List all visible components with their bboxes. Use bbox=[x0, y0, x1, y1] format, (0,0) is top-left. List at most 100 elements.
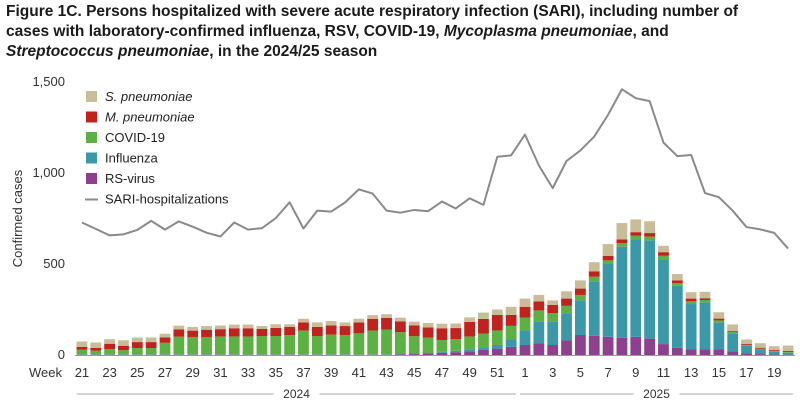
bar-m-pneumoniae-wk34-13 bbox=[256, 328, 268, 337]
bar-m-pneumoniae-wk42-21 bbox=[367, 318, 379, 331]
bar-s-pneumoniae-wk48-27 bbox=[450, 323, 462, 329]
bar-covid-19-wk28-7 bbox=[173, 336, 185, 355]
bar-m-pneumoniae-wk10-41 bbox=[644, 233, 656, 237]
bar-m-pneumoniae-wk45-24 bbox=[408, 325, 420, 337]
title-line-1: Figure 1C. Persons hospitalized with sev… bbox=[6, 3, 739, 20]
bar-covid-19-wk36-15 bbox=[284, 335, 296, 355]
bar-covid-19-wk41-20 bbox=[353, 333, 365, 355]
y-tick-label: 500 bbox=[43, 256, 65, 271]
bar-covid-19-wk26-5 bbox=[145, 348, 157, 355]
bar-m-pneumoniae-wk15-46 bbox=[713, 318, 725, 321]
bar-rs-virus-wk8-39 bbox=[616, 337, 628, 355]
bar-s-pneumoniae-wk12-43 bbox=[671, 274, 683, 281]
x-tick-label: 27 bbox=[158, 365, 172, 380]
bar-covid-19-wk3-34 bbox=[547, 313, 559, 322]
bar-s-pneumoniae-wk23-2 bbox=[104, 339, 116, 344]
bar-s-pneumoniae-wk27-6 bbox=[159, 333, 171, 338]
y-tick-label: 1,000 bbox=[32, 165, 65, 180]
x-tick-label: 39 bbox=[324, 365, 338, 380]
bar-influenza-wk46-25 bbox=[422, 353, 434, 354]
bar-rs-virus-wk12-43 bbox=[671, 347, 683, 355]
x-tick-label: 15 bbox=[712, 365, 726, 380]
bar-rs-virus-wk13-44 bbox=[685, 349, 697, 355]
bar-influenza-wk14-45 bbox=[699, 302, 711, 350]
bar-rs-virus-wk51-30 bbox=[491, 348, 503, 355]
bar-rs-virus-wk17-48 bbox=[741, 353, 752, 355]
bar-influenza-wk50-29 bbox=[478, 347, 489, 350]
bar-m-pneumoniae-wk31-10 bbox=[214, 329, 226, 337]
bar-covid-19-wk35-14 bbox=[270, 336, 282, 355]
bar-covid-19-wk49-28 bbox=[464, 336, 476, 350]
bar-s-pneumoniae-wk49-28 bbox=[464, 317, 476, 322]
bar-rs-virus-wk5-36 bbox=[574, 334, 586, 355]
bar-m-pneumoniae-wk11-42 bbox=[658, 252, 669, 256]
bar-rs-virus-wk46-25 bbox=[422, 353, 434, 355]
bar-m-pneumoniae-wk32-11 bbox=[228, 328, 240, 337]
bar-rs-virus-wk16-47 bbox=[727, 351, 739, 355]
x-tick-label: 5 bbox=[577, 365, 584, 380]
bar-influenza-wk13-44 bbox=[685, 304, 697, 350]
bar-m-pneumoniae-wk41-20 bbox=[353, 322, 365, 334]
bar-rs-virus-wk4-35 bbox=[561, 340, 572, 355]
x-tick-label: 35 bbox=[269, 365, 283, 380]
legend-label-sari-hospitalizations: SARI-hospitalizations bbox=[105, 192, 229, 207]
bar-s-pneumoniae-wk2-33 bbox=[533, 294, 545, 302]
bar-s-pneumoniae-wk7-38 bbox=[602, 243, 614, 256]
bar-s-pneumoniae-wk30-9 bbox=[201, 326, 212, 330]
bar-s-pneumoniae-wk38-17 bbox=[311, 322, 323, 327]
bar-s-pneumoniae-wk37-16 bbox=[298, 318, 309, 323]
title-line-3a: Streptococcus pneumoniae bbox=[6, 43, 210, 60]
bar-covid-19-wk22-1 bbox=[90, 350, 102, 355]
title-line-2b: Mycoplasma pneumoniae bbox=[443, 23, 633, 40]
x-tick-label: 7 bbox=[604, 365, 611, 380]
bar-rs-virus-wk2-33 bbox=[533, 343, 545, 355]
bar-covid-19-wk42-21 bbox=[367, 330, 379, 355]
x-tick-label: 23 bbox=[102, 365, 116, 380]
bar-m-pneumoniae-wk29-8 bbox=[187, 330, 199, 337]
bar-m-pneumoniae-wk33-12 bbox=[242, 328, 254, 337]
bar-s-pneumoniae-wk44-23 bbox=[394, 317, 406, 322]
x-tick-label: 25 bbox=[130, 365, 144, 380]
bar-m-pneumoniae-wk48-27 bbox=[450, 328, 462, 339]
bar-m-pneumoniae-wk35-14 bbox=[270, 327, 282, 337]
sari-line-layer bbox=[81, 88, 789, 250]
bar-m-pneumoniae-wk16-47 bbox=[727, 330, 739, 332]
bar-covid-19-wk6-37 bbox=[588, 276, 600, 282]
bar-influenza-wk9-40 bbox=[630, 239, 642, 337]
bar-influenza-wk20-51 bbox=[782, 352, 794, 355]
bar-covid-19-wk10-41 bbox=[644, 236, 656, 241]
bar-m-pneumoniae-wk44-23 bbox=[394, 321, 406, 333]
bar-influenza-wk2-33 bbox=[533, 321, 545, 344]
bar-s-pneumoniae-wk28-7 bbox=[173, 325, 185, 330]
bar-covid-19-wk33-12 bbox=[242, 336, 254, 355]
legend-swatch-influenza bbox=[86, 152, 97, 164]
legend-swatch-rs-virus bbox=[86, 173, 97, 184]
bar-m-pneumoniae-wk39-18 bbox=[325, 325, 337, 335]
bar-covid-19-wk44-23 bbox=[394, 332, 406, 355]
bar-m-pneumoniae-wk5-36 bbox=[574, 288, 586, 295]
bar-s-pneumoniae-wk3-34 bbox=[547, 300, 559, 305]
bar-m-pneumoniae-wk46-25 bbox=[422, 327, 434, 338]
x-tick-label: 3 bbox=[549, 365, 556, 380]
bar-m-pneumoniae-wk9-40 bbox=[630, 232, 642, 236]
bar-covid-19-wk20-51 bbox=[782, 351, 794, 353]
bar-m-pneumoniae-wk20-51 bbox=[782, 351, 794, 352]
bar-influenza-wk8-39 bbox=[616, 246, 628, 338]
bar-influenza-wk18-49 bbox=[754, 349, 766, 355]
bar-covid-19-wk39-18 bbox=[325, 334, 337, 355]
x-tick-label: 1 bbox=[521, 365, 528, 380]
x-tick-label: 45 bbox=[407, 365, 421, 380]
bar-covid-19-wk46-25 bbox=[422, 337, 434, 353]
bar-rs-virus-wk47-26 bbox=[436, 352, 448, 355]
x-tick-label: 19 bbox=[767, 365, 781, 380]
bar-influenza-wk17-48 bbox=[741, 345, 752, 354]
bar-s-pneumoniae-wk46-25 bbox=[422, 322, 434, 328]
legend-swatch-s-pneumoniae bbox=[86, 91, 97, 102]
x-axis-title: Week bbox=[29, 365, 62, 380]
sari-hospitalizations-line bbox=[81, 88, 789, 250]
bar-influenza-wk49-28 bbox=[464, 349, 476, 352]
bar-influenza-wk5-36 bbox=[574, 300, 586, 335]
bar-m-pneumoniae-wk37-16 bbox=[298, 322, 309, 331]
bar-influenza-wk3-34 bbox=[547, 321, 559, 345]
